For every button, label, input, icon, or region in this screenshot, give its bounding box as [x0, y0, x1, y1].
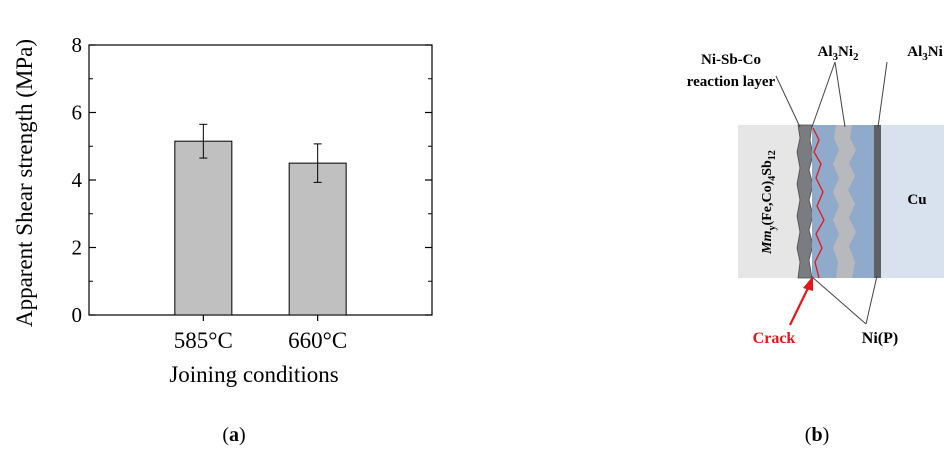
label-crack: Crack: [753, 330, 796, 347]
nip-layer: [874, 125, 881, 278]
label-nip: Ni(P): [862, 330, 898, 347]
y-axis-label: Apparent Shear strength (MPa): [12, 39, 37, 327]
plot-frame: [88, 44, 433, 316]
y-tick-label: 6: [72, 101, 83, 125]
x-axis-label: Joining conditions: [169, 362, 338, 387]
y-tick-labels: 0 2 4 6 8: [72, 33, 83, 327]
bars: [174, 140, 347, 316]
x-tick-label: 660°C: [288, 328, 347, 353]
y-tick-label: 8: [72, 33, 83, 57]
y-tick-label: 0: [72, 303, 83, 327]
label-nisbco-line2: reaction layer: [687, 74, 776, 90]
bar: [174, 140, 233, 316]
panel-label-a: (a): [222, 424, 245, 446]
nisbco-reaction-layer: [796, 124, 814, 279]
skutterudite-region: [738, 125, 804, 278]
x-tick-label: 585°C: [174, 328, 233, 353]
crack-arrow-head: [803, 276, 813, 291]
label-al3ni2: Al3Ni2: [818, 44, 860, 63]
cu-region: [880, 125, 944, 278]
crack-line: [812, 127, 825, 279]
label-skutterudite: Mmy(Fe,Co)4Sb12: [760, 150, 778, 255]
bar: [288, 162, 347, 316]
panel-label-b: (b): [805, 424, 829, 446]
label-nisbco-line1: Ni-Sb-Co: [701, 52, 761, 68]
y-tick-label: 2: [72, 236, 83, 260]
interface-diagram: Ni-Sb-Co reaction layer Al3Ni2 Al3Ni Mmy…: [687, 44, 944, 347]
pointer-lines: [775, 61, 888, 325]
label-cu: Cu: [907, 192, 926, 208]
x-tick-labels: 585°C 660°C: [174, 328, 347, 353]
x-ticks: [202, 315, 319, 321]
y-tick-label: 4: [72, 168, 83, 192]
bar-chart: 0 2 4 6 8 585°C 660°C Apparent Shear strength…: [12, 33, 433, 387]
y-ticks: [89, 44, 432, 316]
label-al3ni: Al3Ni: [907, 44, 943, 63]
al3ni-band: [833, 125, 856, 278]
error-bars: [199, 123, 322, 183]
